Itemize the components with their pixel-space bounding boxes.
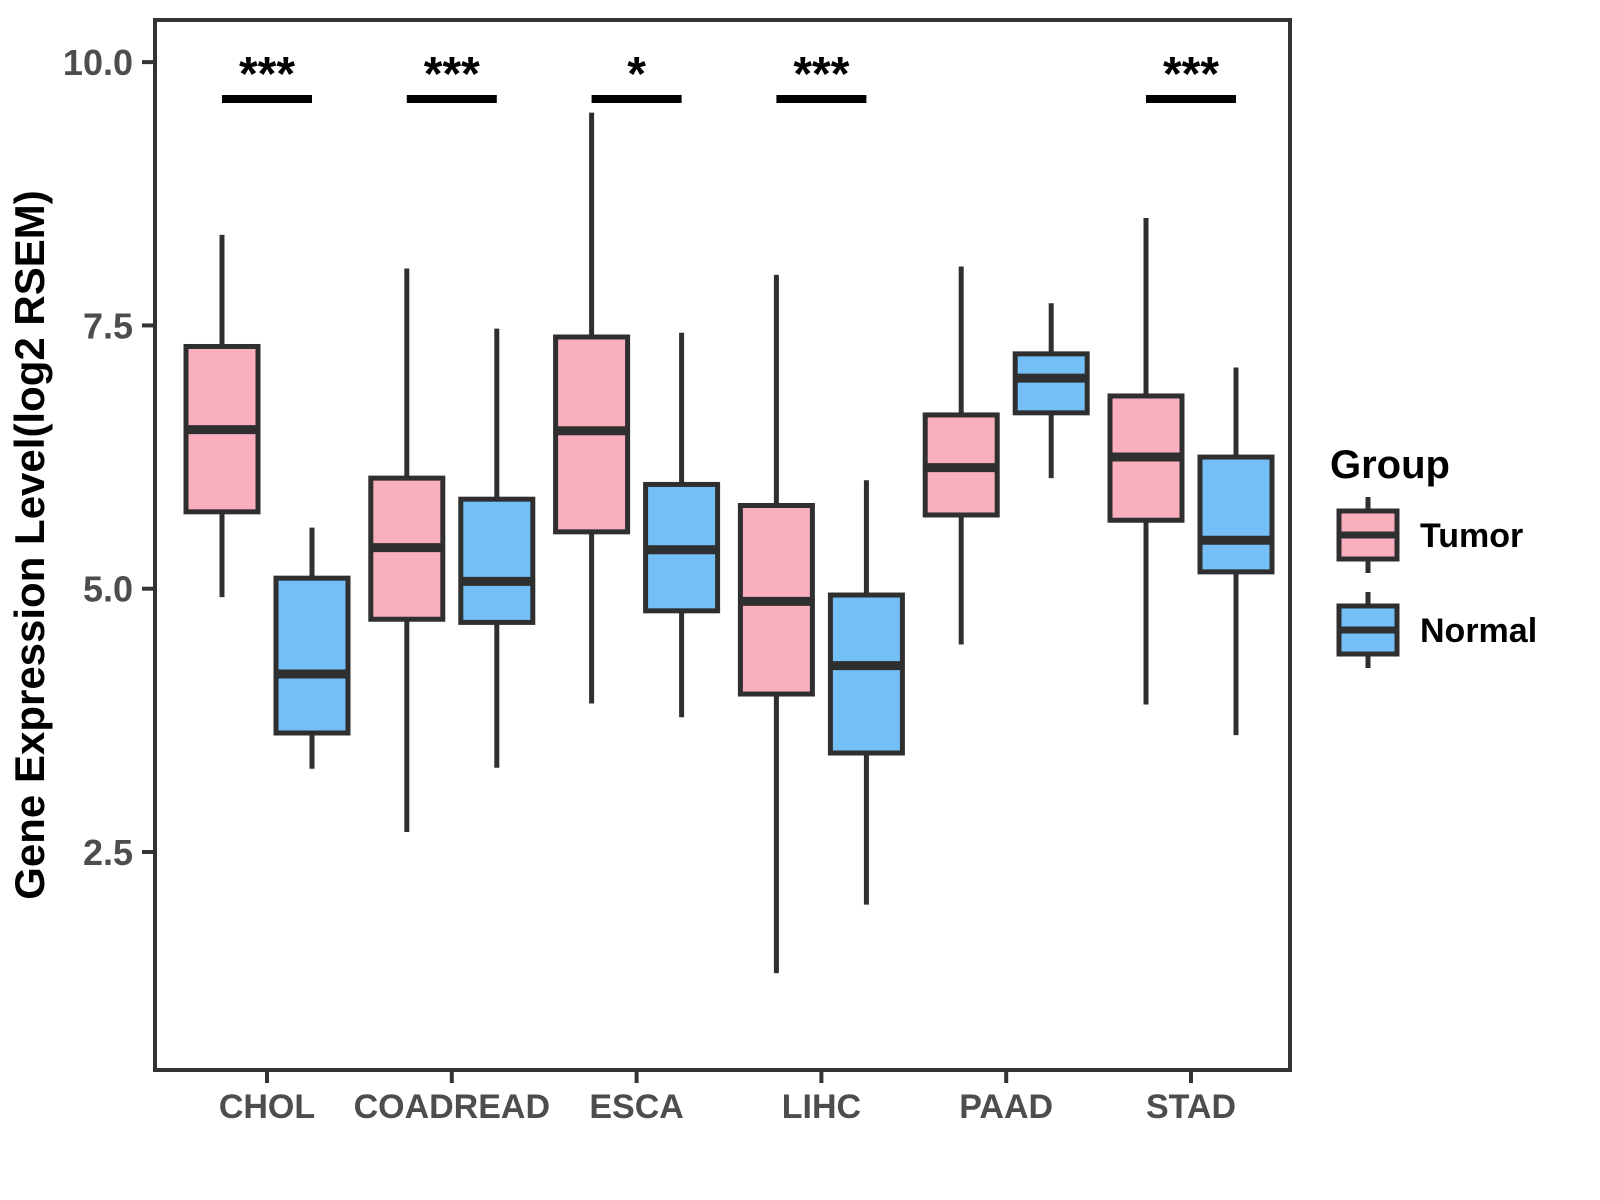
- significance-lihc: ***: [776, 48, 867, 103]
- x-tick-label-esca: ESCA: [589, 1088, 683, 1126]
- significance-chol: ***: [222, 48, 312, 103]
- boxplot-tumor-stad: [1107, 217, 1185, 705]
- y-tick-label: 7.5: [83, 305, 133, 346]
- iqr-box: [1012, 351, 1090, 416]
- boxplot-tumor-coadread: [368, 268, 446, 832]
- significance-bar: [1146, 95, 1236, 103]
- y-axis-title: Gene Expression Level(log2 RSEM): [6, 190, 53, 900]
- legend-item-tumor: Tumor: [1336, 497, 1523, 573]
- y-tick-label: 5.0: [83, 569, 133, 610]
- x-tick-label-coadread: COADREAD: [354, 1088, 550, 1126]
- significance-bar: [222, 95, 312, 103]
- y-tick-label: 10.0: [63, 42, 133, 83]
- significance-stad: ***: [1146, 48, 1236, 103]
- legend-title: Group: [1330, 443, 1450, 487]
- x-tick-label-stad: STAD: [1146, 1088, 1236, 1126]
- boxplot-normal-coadread: [458, 328, 536, 768]
- boxplot-normal-lihc: [827, 480, 905, 905]
- iqr-box: [827, 592, 905, 756]
- iqr-box: [273, 575, 351, 736]
- legend: Group Tumor Normal: [1330, 443, 1537, 668]
- legend-label: Tumor: [1420, 517, 1523, 555]
- plot-panel-border: [153, 18, 1292, 1072]
- boxplot-tumor-lihc: [737, 274, 815, 974]
- boxplot-normal-esca: [643, 332, 721, 718]
- iqr-box: [1197, 454, 1275, 575]
- boxplot-tumor-paad: [922, 266, 1000, 645]
- significance-stars: ***: [793, 48, 849, 101]
- x-tick-label-lihc: LIHC: [782, 1088, 861, 1126]
- y-tick-label: 2.5: [83, 832, 133, 873]
- significance-bar: [776, 95, 867, 103]
- significance-stars: ***: [424, 48, 480, 101]
- boxplot-normal-chol: [273, 527, 351, 769]
- boxplot-normal-paad: [1012, 303, 1090, 479]
- significance-stars: ***: [1163, 48, 1219, 101]
- x-tick-label-chol: CHOL: [219, 1088, 315, 1126]
- significance-bar: [406, 95, 497, 103]
- legend-item-normal: Normal: [1336, 592, 1537, 668]
- significance-stars: *: [627, 48, 646, 101]
- legend-label: Normal: [1420, 612, 1537, 650]
- significance-esca: *: [591, 48, 682, 103]
- iqr-box: [458, 496, 536, 625]
- boxplot-tumor-esca: [553, 112, 631, 704]
- significance-coadread: ***: [406, 48, 497, 103]
- boxplot-tumor-chol: [183, 234, 261, 598]
- x-tick-label-paad: PAAD: [959, 1088, 1053, 1126]
- boxplot-normal-stad: [1197, 367, 1275, 736]
- significance-stars: ***: [239, 48, 295, 101]
- significance-bar: [591, 95, 682, 103]
